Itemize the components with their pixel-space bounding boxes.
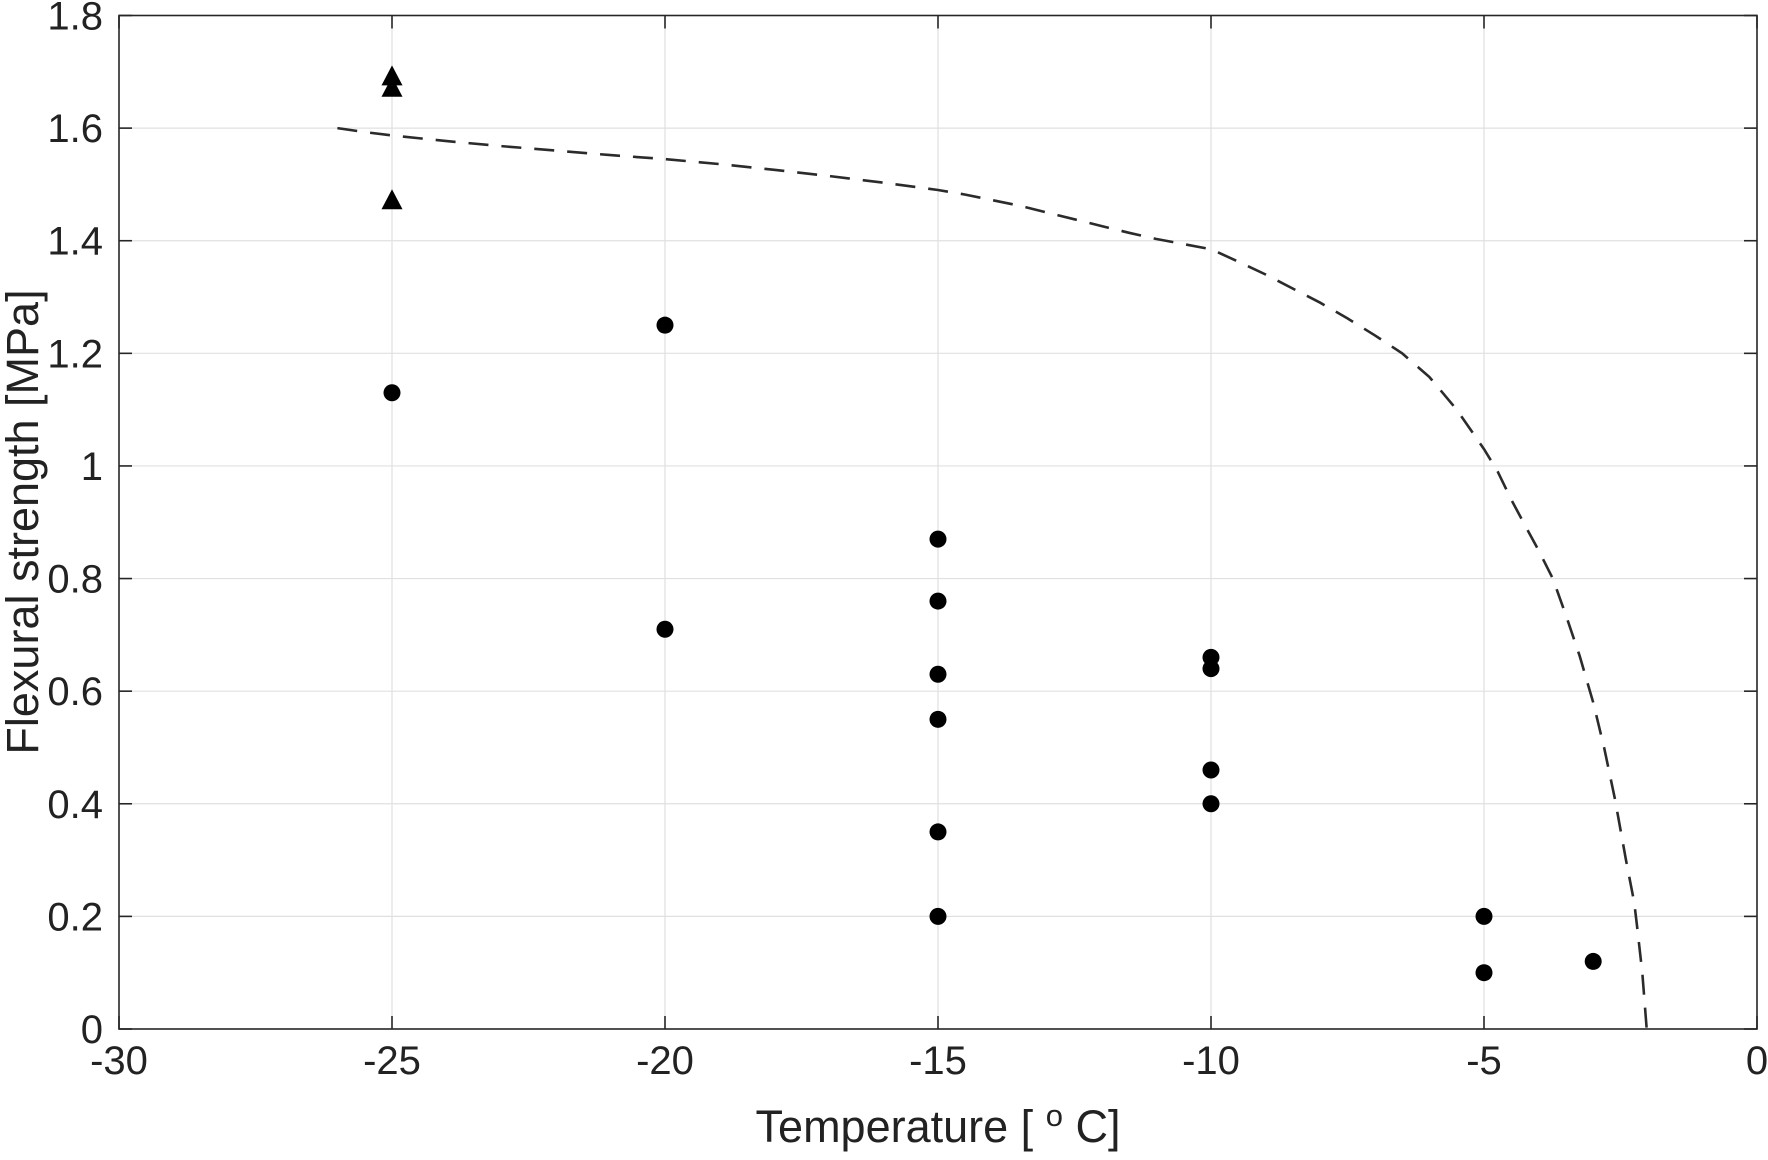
x-tick-label: 0 bbox=[1746, 1039, 1768, 1083]
data-point-circle bbox=[1475, 907, 1493, 925]
data-point-circle bbox=[656, 620, 674, 638]
data-point-circle bbox=[929, 665, 947, 683]
y-tick-label: 1.2 bbox=[47, 332, 103, 376]
y-tick-label: 1 bbox=[81, 445, 103, 489]
x-tick-label: -15 bbox=[909, 1039, 967, 1083]
x-tick-label: -20 bbox=[636, 1039, 694, 1083]
grid-layer bbox=[119, 15, 1757, 1029]
y-tick-label: 0 bbox=[81, 1008, 103, 1052]
data-point-circle bbox=[1475, 964, 1493, 982]
x-axis-title-suffix: C] bbox=[1075, 1101, 1120, 1152]
data-point-circle bbox=[929, 907, 947, 925]
y-tick-label: 1.6 bbox=[47, 107, 103, 151]
x-tick-label: -5 bbox=[1466, 1039, 1502, 1083]
y-tick-label: 1.4 bbox=[47, 220, 103, 264]
data-point-circle bbox=[383, 384, 401, 402]
data-point-circle bbox=[929, 530, 947, 548]
curve-layer bbox=[337, 126, 1648, 1030]
y-tick-label: 0.6 bbox=[47, 670, 103, 714]
x-axis-title-superscript: o bbox=[1046, 1098, 1063, 1133]
x-tick-label: -10 bbox=[1182, 1039, 1240, 1083]
model-fit-curve bbox=[337, 126, 1648, 1030]
data-point-circle bbox=[1202, 660, 1220, 678]
data-point-circle bbox=[1202, 795, 1220, 813]
x-tick-label: -25 bbox=[363, 1039, 421, 1083]
data-point-triangle bbox=[381, 76, 403, 97]
data-point-circle bbox=[1584, 952, 1602, 970]
data-point-circle bbox=[1202, 761, 1220, 779]
data-point-triangle bbox=[381, 65, 403, 86]
y-tick-label: 0.2 bbox=[47, 895, 103, 939]
data-point-circle bbox=[929, 823, 947, 841]
x-axis-title: Temperature [ o C] bbox=[756, 1085, 1121, 1152]
y-tick-label: 0.8 bbox=[47, 558, 103, 602]
data-point-circle bbox=[929, 710, 947, 728]
x-axis-title-prefix: Temperature [ bbox=[756, 1101, 1034, 1152]
y-axis-title: Flexural strength [MPa] bbox=[0, 289, 48, 754]
axis-layer bbox=[118, 14, 1758, 1030]
tick-label-layer: -30 -25 -20 -15 -10 -5 0 0 0.2 0.4 0.6 0.8 1 1.2 1.4 1.… bbox=[47, 0, 1768, 1083]
x-tick-label: -30 bbox=[90, 1039, 148, 1083]
y-tick-label: 1.8 bbox=[47, 0, 103, 39]
data-point-circle bbox=[656, 316, 674, 334]
data-point-triangle bbox=[381, 189, 403, 210]
y-tick-label: 0.4 bbox=[47, 783, 103, 827]
data-point-circle bbox=[929, 592, 947, 610]
marker-layer bbox=[381, 65, 1602, 982]
